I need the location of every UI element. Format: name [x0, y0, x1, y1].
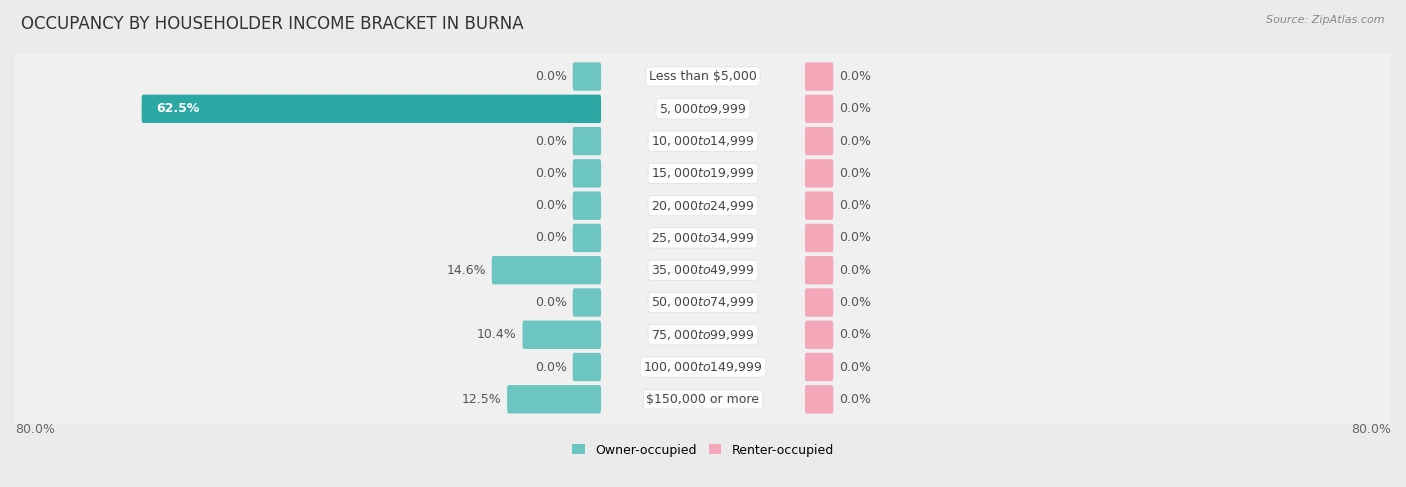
Text: 0.0%: 0.0%: [839, 102, 870, 115]
FancyBboxPatch shape: [804, 159, 834, 187]
FancyBboxPatch shape: [4, 374, 1402, 425]
FancyBboxPatch shape: [492, 256, 602, 284]
FancyBboxPatch shape: [572, 353, 602, 381]
FancyBboxPatch shape: [804, 288, 834, 317]
Text: 12.5%: 12.5%: [461, 393, 502, 406]
FancyBboxPatch shape: [523, 320, 602, 349]
FancyBboxPatch shape: [142, 94, 602, 123]
Text: $10,000 to $14,999: $10,000 to $14,999: [651, 134, 755, 148]
Text: OCCUPANCY BY HOUSEHOLDER INCOME BRACKET IN BURNA: OCCUPANCY BY HOUSEHOLDER INCOME BRACKET …: [21, 15, 523, 33]
FancyBboxPatch shape: [4, 277, 1402, 328]
FancyBboxPatch shape: [804, 94, 834, 123]
FancyBboxPatch shape: [804, 224, 834, 252]
Text: 0.0%: 0.0%: [839, 393, 870, 406]
Text: $20,000 to $24,999: $20,000 to $24,999: [651, 199, 755, 213]
FancyBboxPatch shape: [4, 84, 1402, 134]
Text: $100,000 to $149,999: $100,000 to $149,999: [644, 360, 762, 374]
FancyBboxPatch shape: [572, 191, 602, 220]
FancyBboxPatch shape: [508, 385, 602, 413]
FancyBboxPatch shape: [804, 62, 834, 91]
Text: $5,000 to $9,999: $5,000 to $9,999: [659, 102, 747, 116]
Text: 62.5%: 62.5%: [156, 102, 200, 115]
FancyBboxPatch shape: [804, 385, 834, 413]
FancyBboxPatch shape: [572, 224, 602, 252]
FancyBboxPatch shape: [804, 256, 834, 284]
FancyBboxPatch shape: [4, 181, 1402, 231]
Text: 0.0%: 0.0%: [839, 263, 870, 277]
FancyBboxPatch shape: [4, 51, 1402, 102]
FancyBboxPatch shape: [4, 310, 1402, 360]
FancyBboxPatch shape: [804, 320, 834, 349]
Text: 0.0%: 0.0%: [839, 328, 870, 341]
Text: 0.0%: 0.0%: [536, 167, 567, 180]
FancyBboxPatch shape: [4, 342, 1402, 392]
Legend: Owner-occupied, Renter-occupied: Owner-occupied, Renter-occupied: [568, 439, 838, 462]
Text: 0.0%: 0.0%: [536, 360, 567, 374]
Text: $15,000 to $19,999: $15,000 to $19,999: [651, 167, 755, 180]
FancyBboxPatch shape: [804, 191, 834, 220]
Text: 0.0%: 0.0%: [839, 296, 870, 309]
Text: 0.0%: 0.0%: [839, 134, 870, 148]
Text: Source: ZipAtlas.com: Source: ZipAtlas.com: [1267, 15, 1385, 25]
Text: 0.0%: 0.0%: [839, 167, 870, 180]
FancyBboxPatch shape: [4, 213, 1402, 263]
Text: $35,000 to $49,999: $35,000 to $49,999: [651, 263, 755, 277]
Text: 0.0%: 0.0%: [839, 231, 870, 244]
Text: 0.0%: 0.0%: [536, 231, 567, 244]
Text: 14.6%: 14.6%: [447, 263, 486, 277]
Text: 0.0%: 0.0%: [536, 70, 567, 83]
FancyBboxPatch shape: [572, 127, 602, 155]
FancyBboxPatch shape: [572, 159, 602, 187]
FancyBboxPatch shape: [572, 62, 602, 91]
FancyBboxPatch shape: [4, 148, 1402, 199]
Text: 0.0%: 0.0%: [839, 360, 870, 374]
FancyBboxPatch shape: [804, 353, 834, 381]
FancyBboxPatch shape: [4, 245, 1402, 296]
Text: 0.0%: 0.0%: [839, 70, 870, 83]
Text: $50,000 to $74,999: $50,000 to $74,999: [651, 296, 755, 309]
Text: 0.0%: 0.0%: [536, 134, 567, 148]
Text: 0.0%: 0.0%: [536, 199, 567, 212]
Text: 80.0%: 80.0%: [15, 423, 55, 435]
Text: 0.0%: 0.0%: [839, 199, 870, 212]
Text: 10.4%: 10.4%: [477, 328, 517, 341]
Text: 80.0%: 80.0%: [1351, 423, 1391, 435]
Text: Less than $5,000: Less than $5,000: [650, 70, 756, 83]
Text: 0.0%: 0.0%: [536, 296, 567, 309]
FancyBboxPatch shape: [804, 127, 834, 155]
FancyBboxPatch shape: [4, 116, 1402, 166]
Text: $150,000 or more: $150,000 or more: [647, 393, 759, 406]
FancyBboxPatch shape: [572, 288, 602, 317]
Text: $25,000 to $34,999: $25,000 to $34,999: [651, 231, 755, 245]
Text: $75,000 to $99,999: $75,000 to $99,999: [651, 328, 755, 342]
